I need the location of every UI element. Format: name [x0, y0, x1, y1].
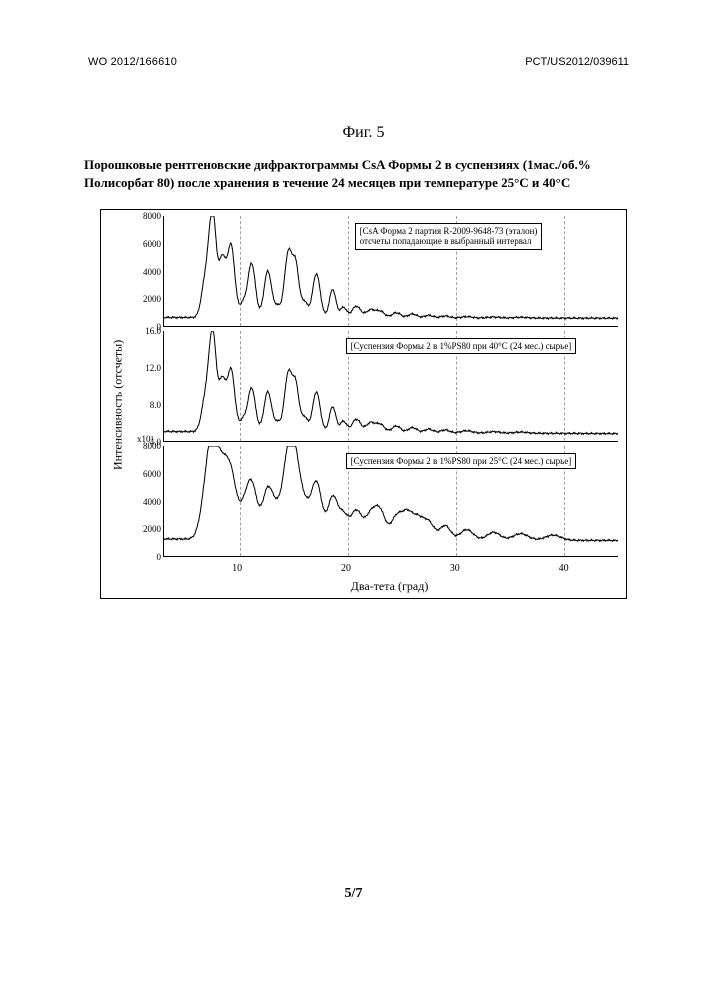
- header-left: WO 2012/166610: [88, 56, 177, 68]
- y-axis-label: Интенсивность (отсчеты): [109, 216, 127, 594]
- header-right: PCT/US2012/039611: [525, 56, 629, 68]
- figure-title: Фиг. 5: [80, 124, 647, 142]
- legend-text: [Суспензия Формы 2 в 1%PS80 при 25°C (24…: [351, 456, 572, 467]
- legend-box: [Суспензия Формы 2 в 1%PS80 при 40°C (24…: [346, 338, 577, 355]
- legend-box: [Суспензия Формы 2 в 1%PS80 при 25°C (24…: [346, 453, 577, 470]
- chart-panel: Интенсивность (отсчеты) 8000600040002000…: [100, 209, 627, 599]
- x-axis: 10 20 30 40: [161, 561, 618, 577]
- plot-area: [Суспензия Формы 2 в 1%PS80 при 40°C (24…: [163, 331, 618, 442]
- x-axis-label: Два-тета (град): [161, 579, 618, 594]
- plot-area: [Суспензия Формы 2 в 1%PS80 при 25°C (24…: [163, 446, 618, 557]
- y-ticks: 80006000400020000: [127, 216, 163, 327]
- x-tick-label: 30: [450, 563, 460, 574]
- legend-box: [CsA Форма 2 партия R-2009-9648-73 (этал…: [355, 223, 543, 251]
- plot-area: [CsA Форма 2 партия R-2009-9648-73 (этал…: [163, 216, 618, 327]
- subplot-2: 80006000400020000 [Суспензия Формы 2 в 1%…: [127, 446, 618, 557]
- legend-text: [Суспензия Формы 2 в 1%PS80 при 40°C (24…: [351, 341, 572, 352]
- page: WO 2012/166610 PCT/US2012/039611 Фиг. 5 …: [0, 0, 707, 1000]
- legend-text: [CsA Форма 2 партия R-2009-9648-73 (этал…: [360, 226, 538, 237]
- page-number: 5/7: [345, 886, 363, 902]
- figure-caption: Порошковые рентгеновские дифрактограммы …: [84, 156, 643, 191]
- subplot-1: 16.012.08.04.0x10³[Суспензия Формы 2 в 1…: [127, 331, 618, 442]
- legend-text: отсчеты попадающие в выбранный интервал: [360, 236, 538, 247]
- x-tick-label: 10: [232, 563, 242, 574]
- y-ticks: 16.012.08.04.0: [127, 331, 163, 442]
- subplot-0: 80006000400020000 [CsA Форма 2 партия R-2…: [127, 216, 618, 327]
- y-ticks: 80006000400020000: [127, 446, 163, 557]
- x-tick-label: 40: [559, 563, 569, 574]
- x-tick-label: 20: [341, 563, 351, 574]
